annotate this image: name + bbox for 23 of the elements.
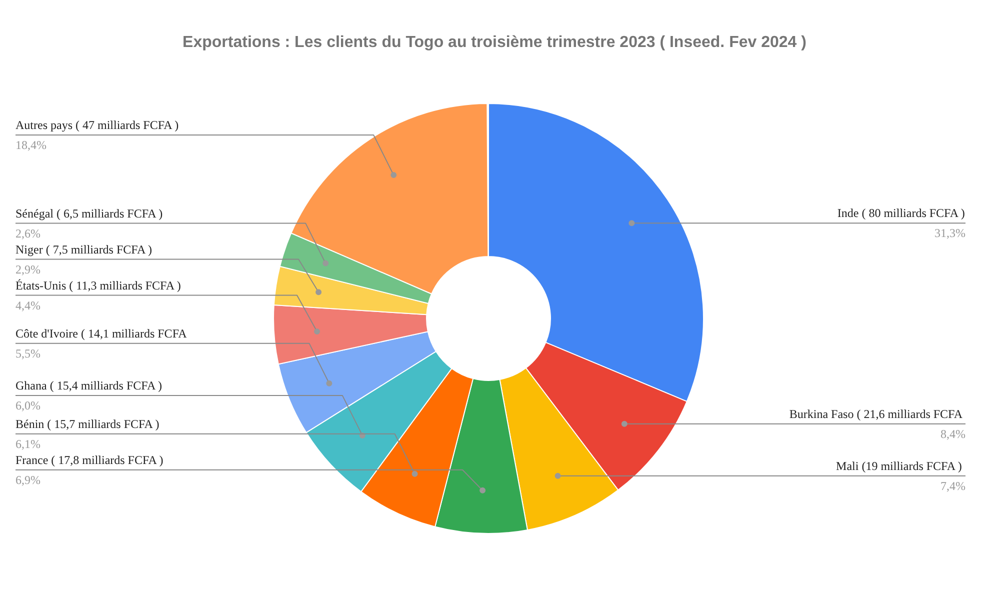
data-label: 7,4% — [940, 478, 966, 493]
data-label: 18,4% — [16, 138, 46, 152]
slice-label: Ghana ( 15,4 milliards FCFA ) — [16, 378, 162, 392]
slice-label: Mali (19 milliards FCFA ) — [836, 458, 962, 473]
chart-title: Exportations : Les clients du Togo au troisième trimestre 2023 ( Inseed. Fev 2024 ) — [182, 34, 806, 51]
slice-label: Sénégal ( 6,5 milliards FCFA ) — [16, 206, 163, 220]
slice-label: Bénin ( 15,7 milliards FCFA ) — [16, 416, 160, 431]
data-label: 6,9% — [16, 472, 40, 487]
slice-label: Côte d'Ivoire ( 14,1 milliards FCFA — [16, 326, 188, 340]
data-label: 6,1% — [16, 436, 40, 451]
slice-label: États-Unis ( 11,3 milliards FCFA ) — [16, 278, 181, 292]
data-label: 31,3% — [934, 226, 966, 240]
data-label: 8,4% — [940, 426, 966, 441]
slice-label: Autres pays ( 47 milliards FCFA ) — [16, 118, 179, 132]
data-label: 4,4% — [16, 298, 40, 312]
slice-label: Burkina Faso ( 21,6 milliards FCFA — [789, 406, 963, 421]
slice-label: Niger ( 7,5 milliards FCFA ) — [16, 242, 152, 256]
data-label: 5,5% — [16, 346, 40, 360]
slice-label: France ( 17,8 milliards FCFA ) — [16, 452, 164, 467]
slice-label: Inde ( 80 milliards FCFA ) — [837, 206, 965, 220]
data-label: 2,9% — [16, 262, 40, 276]
data-label: 6,0% — [16, 398, 40, 412]
data-label: 2,6% — [16, 226, 40, 240]
